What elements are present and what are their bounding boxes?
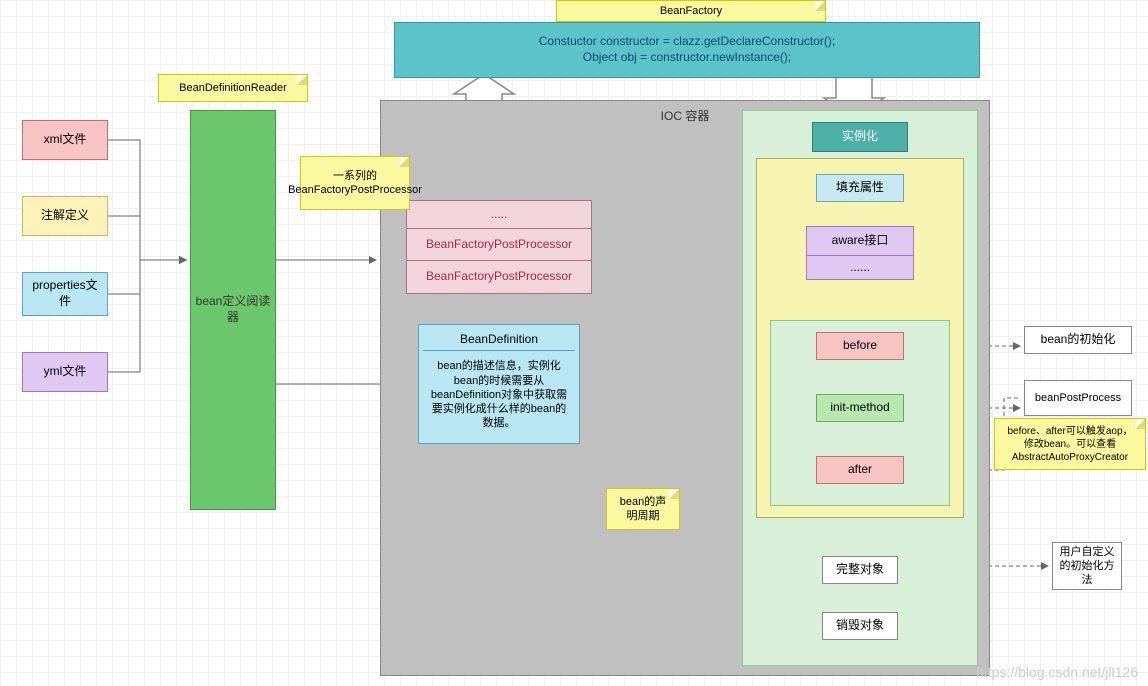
label: bean的声明周期 [615,495,671,524]
label: 注解定义 [41,208,89,224]
bpp-box: beanPostProcess [1024,380,1132,416]
label: 填充属性 [836,180,884,196]
reader-note: BeanDefinitionReader [158,74,308,102]
beanfactory-box: Constuctor constructor = clazz.getDeclar… [394,22,980,78]
after: after [816,456,904,484]
label: before [843,338,877,354]
source-anno: 注解定义 [22,196,108,236]
beandefinition: BeanDefinition bean的描述信息，实例化bean的时候需要从be… [418,324,580,444]
label: 销毁对象 [836,618,884,634]
destroy: 销毁对象 [822,612,898,640]
label: properties文件 [27,278,103,309]
bfpp-row2: BeanFactoryPostProcessor [407,229,591,261]
source-yml: yml文件 [22,352,108,392]
bean-init-box: bean的初始化 [1024,326,1132,354]
bfpp-note: 一系列的BeanFactoryPostProcessor [300,156,410,210]
aware-more: ...... [806,256,914,280]
bfpp-row3: BeanFactoryPostProcessor [407,261,591,293]
label: bean定义阅读器 [195,294,271,325]
label: BeanDefinitionReader [179,81,287,95]
label: beanPostProcess [1035,391,1121,405]
label: 一系列的BeanFactoryPostProcessor [288,169,422,198]
init-method: init-method [816,394,904,422]
label: 完整对象 [836,562,884,578]
label: before、after可以触发aop，修改bean。可以查看AbstractA… [1007,426,1132,463]
label: 用户自定义的初始化方法 [1057,545,1117,588]
before: before [816,332,904,360]
source-prop: properties文件 [22,272,108,316]
label: xml文件 [44,132,87,148]
label: ..... [491,207,508,223]
beanfactory-note: BeanFactory [556,0,826,22]
label: after [848,462,872,478]
user-init-box: 用户自定义的初始化方法 [1052,542,1122,590]
body: bean的描述信息，实例化bean的时候需要从beanDefinition对象中… [423,351,575,439]
fill-props: 填充属性 [816,174,904,202]
instantiate: 实例化 [812,122,908,152]
label: aware接口 [832,233,889,249]
label: BeanFactoryPostProcessor [426,237,572,253]
source-xml: xml文件 [22,120,108,160]
label: init-method [830,400,889,416]
label: 实例化 [842,129,878,145]
code1: Constuctor constructor = clazz.getDeclar… [539,34,835,50]
label: yml文件 [44,364,87,380]
title: BeanDefinition [423,329,575,351]
bfpp-row1: ..... [407,201,591,229]
label: BeanFactoryPostProcessor [426,269,572,285]
bfpp-stack: ..... BeanFactoryPostProcessor BeanFacto… [406,200,592,294]
label: ...... [850,260,870,276]
aware: aware接口 [806,226,914,256]
label: BeanFactory [660,4,722,18]
label: IOC 容器 [661,109,710,125]
life-note: bean的声明周期 [606,488,680,530]
watermark: https://blog.csdn.net/jll126 [976,664,1138,680]
code2: Object obj = constructor.newInstance(); [583,50,791,66]
reader-body: bean定义阅读器 [190,110,276,510]
aop-note: before、after可以触发aop，修改bean。可以查看AbstractA… [994,418,1146,470]
complete: 完整对象 [822,556,898,584]
label: bean的初始化 [1041,332,1116,348]
